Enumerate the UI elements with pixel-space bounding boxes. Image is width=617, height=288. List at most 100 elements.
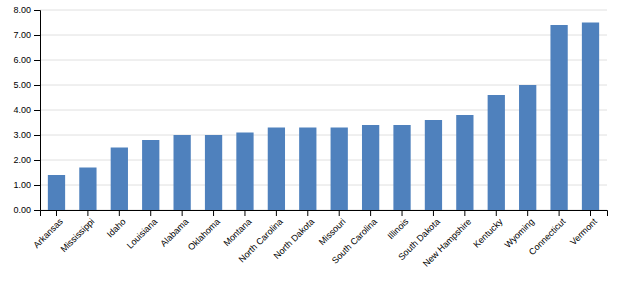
x-axis: ArkansasMississippi IdahoLouisianaAlabama… [31, 210, 607, 269]
tick-label: South Carolina [330, 216, 379, 265]
axis-line [34, 11, 41, 211]
tick-mark [119, 210, 120, 216]
chart: 0.00 1.00 2.00 3.00 4.00 5.00 6.00 7.00 8.00 Arka… [0, 0, 617, 288]
tick-mark [527, 210, 528, 216]
tick: Illinois [386, 210, 411, 241]
tick-label: 0.00 [13, 205, 31, 215]
tick: Kentucky [471, 210, 505, 250]
bar [582, 23, 599, 211]
tick: North Dakota [272, 210, 317, 261]
bar [142, 140, 159, 210]
tick-label: Kentucky [471, 216, 505, 250]
tick-label: North Dakota [272, 216, 317, 261]
tick: 2.00 [13, 155, 40, 165]
tick: Wyoming [503, 210, 537, 250]
tick-mark [370, 210, 371, 216]
tick-mark [87, 210, 88, 216]
tick-mark [34, 10, 40, 11]
bar [111, 148, 128, 211]
tick: 4.00 [13, 105, 40, 115]
tick-label: Idaho [105, 216, 128, 239]
tick-mark [402, 210, 403, 216]
tick-label: Illinois [386, 216, 411, 241]
bar [268, 128, 285, 211]
tick-label: 1.00 [13, 180, 31, 190]
tick-mark [34, 60, 40, 61]
tick: Connecticut [527, 210, 568, 257]
grid-line [40, 35, 607, 36]
bar [488, 95, 505, 210]
tick-mark [464, 210, 465, 216]
bar [456, 115, 473, 210]
tick: 3.00 [13, 130, 40, 140]
tick: Vermont [568, 210, 599, 247]
tick-mark [276, 210, 277, 216]
tick: 5.00 [13, 80, 40, 90]
tick-label: 4.00 [13, 105, 31, 115]
tick-mark [150, 210, 151, 216]
tick: Oklahoma [186, 210, 222, 253]
tick: Arkansas [31, 210, 65, 250]
tick: South Carolina [330, 210, 379, 266]
y-axis: 0.00 1.00 2.00 3.00 4.00 5.00 6.00 7.00 8.00 [13, 5, 40, 215]
tick: Idaho [105, 210, 128, 239]
tick-label: 8.00 [13, 5, 31, 15]
tick: Montana [222, 210, 254, 248]
tick-mark [34, 85, 40, 86]
tick-mark [307, 210, 308, 216]
tick-label: 7.00 [13, 30, 31, 40]
bar [79, 168, 96, 211]
bar [550, 25, 567, 210]
tick: Louisiana [125, 210, 159, 251]
tick-label: 2.00 [13, 155, 31, 165]
tick-label: 6.00 [13, 55, 31, 65]
tick-mark [213, 210, 214, 216]
grid [40, 10, 607, 210]
tick-mark [34, 35, 40, 36]
tick-mark [496, 210, 497, 216]
bar [519, 85, 536, 210]
tick-mark [182, 210, 183, 216]
bars [48, 23, 599, 211]
tick-mark [244, 210, 245, 216]
bar [205, 135, 222, 210]
tick-label: 3.00 [13, 130, 31, 140]
tick-label: Oklahoma [186, 216, 222, 252]
tick-label: Montana [222, 216, 254, 248]
tick-mark [34, 185, 40, 186]
tick: Alabama [158, 210, 190, 249]
bar [331, 128, 348, 211]
tick-mark [590, 210, 591, 216]
grid-line [40, 60, 607, 61]
tick: 0.00 [13, 205, 40, 215]
tick-mark [559, 210, 560, 216]
plot-area: 0.00 1.00 2.00 3.00 4.00 5.00 6.00 7.00 8.00 Arka… [13, 5, 607, 268]
tick-label: Mississippi [58, 216, 96, 254]
tick-label: Connecticut [527, 216, 568, 257]
bar [299, 128, 316, 211]
bar [425, 120, 442, 210]
bar [393, 125, 410, 210]
tick-label: New Hampshire [421, 216, 473, 268]
tick-mark [34, 210, 40, 211]
tick-label: 5.00 [13, 80, 31, 90]
tick-mark [339, 210, 340, 216]
tick-label: Alabama [158, 216, 190, 248]
tick: New Hampshire [421, 210, 473, 269]
tick: Missouri [317, 210, 348, 247]
tick-label: Vermont [568, 216, 599, 247]
tick-mark [433, 210, 434, 216]
tick-mark [56, 210, 57, 216]
bar [362, 125, 379, 210]
tick-mark [34, 160, 40, 161]
tick-mark [34, 135, 40, 136]
bar [48, 175, 65, 210]
bar [174, 135, 191, 210]
tick: Mississippi [58, 210, 96, 254]
tick: 6.00 [13, 55, 40, 65]
tick: 7.00 [13, 30, 40, 40]
axis-line [41, 211, 608, 217]
bar [236, 133, 253, 211]
tick: 1.00 [13, 180, 40, 190]
grid-line [40, 10, 607, 11]
